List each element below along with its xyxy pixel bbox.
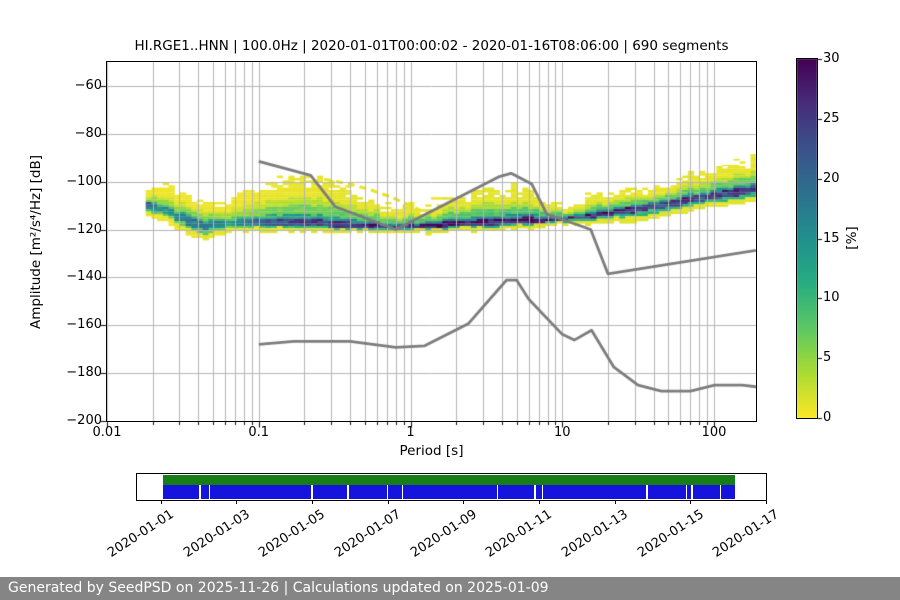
y-axis-label: Amplitude [m²/s⁴/Hz] [dB] <box>28 154 44 330</box>
x-axis-label: Period [s] <box>399 443 464 459</box>
x-tick-label: 1 <box>406 425 415 440</box>
colorbar-tick-label: 25 <box>823 110 840 126</box>
timeline-tick <box>463 500 465 504</box>
timeline-data-gap <box>534 484 536 499</box>
y-tick-label: −160 <box>66 317 102 333</box>
timeline-data-gap <box>199 484 201 499</box>
y-tick-label: −180 <box>66 365 102 381</box>
timeline-tick <box>236 500 238 504</box>
x-tick-label: 0.01 <box>92 425 122 440</box>
timeline-data-gap <box>646 484 648 499</box>
colorbar-tick-label: 15 <box>823 230 840 246</box>
timeline-blue-band <box>163 484 735 499</box>
colorbar-tick-label: 10 <box>823 290 840 306</box>
x-tick-label: 0.1 <box>248 425 270 440</box>
colorbar-tick-label: 30 <box>823 51 840 66</box>
timeline-tick <box>160 500 162 504</box>
x-tick-label: 100 <box>701 425 727 440</box>
colorbar-tick-label: 20 <box>823 170 840 186</box>
timeline-data-gap <box>311 484 313 499</box>
y-tick-label: −140 <box>66 269 102 285</box>
y-tick-label: −120 <box>66 221 102 237</box>
timeline-tick <box>311 500 313 504</box>
timeline-tick <box>538 500 540 504</box>
timeline-tick <box>690 500 692 504</box>
y-tick-label: −80 <box>74 125 102 141</box>
colorbar-tick-label: 5 <box>823 350 832 366</box>
timeline-data-gap <box>347 484 349 499</box>
timeline-tick <box>766 500 768 504</box>
timeline-tick <box>614 500 616 504</box>
timeline-tick <box>387 500 389 504</box>
timeline-data-gap <box>496 484 499 499</box>
colorbar-label: [%] <box>844 226 860 250</box>
footer-bar: Generated by SeedPSD on 2025-11-26 | Cal… <box>0 577 900 600</box>
footer-text: Generated by SeedPSD on 2025-11-26 | Cal… <box>8 580 549 596</box>
timeline-data-gap <box>685 484 688 499</box>
x-tick-label: 10 <box>553 425 571 440</box>
timeline-green-band <box>163 475 735 485</box>
timeline-data-gap <box>719 484 722 499</box>
timeline-data-gap <box>691 484 693 499</box>
timeline-data-gap <box>401 484 404 499</box>
colorbar-tick-label: 0 <box>823 410 832 425</box>
plot-title: HI.RGE1..HNN | 100.0Hz | 2020-01-01T00:0… <box>134 38 729 54</box>
timeline-data-gap <box>386 484 389 499</box>
timeline-data-gap <box>208 484 211 499</box>
y-tick-label: −60 <box>74 77 102 93</box>
y-tick-label: −100 <box>66 173 102 189</box>
y-tick-label: −200 <box>66 413 102 428</box>
timeline-data-gap <box>541 484 544 499</box>
